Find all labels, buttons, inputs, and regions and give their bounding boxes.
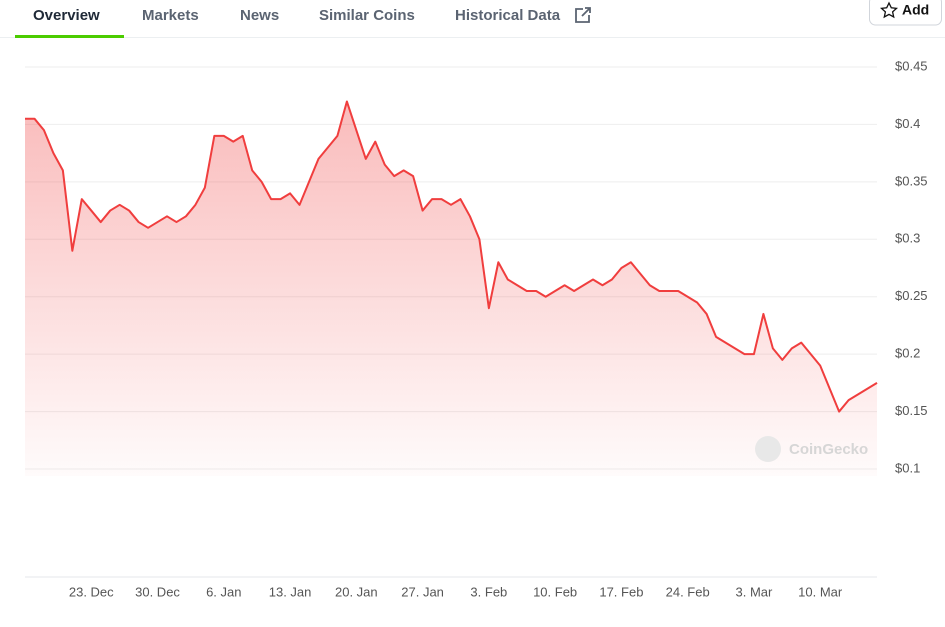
- watermark-logo: [755, 436, 781, 462]
- x-tick-label: 23. Dec: [69, 584, 114, 599]
- tab[interactable]: Historical Data: [455, 7, 561, 24]
- x-tick-label: 24. Feb: [666, 584, 710, 599]
- x-tick-label: 17. Feb: [599, 584, 643, 599]
- plot: $0.1 $0.15 $0.2 $0.25 $0.3 $0.35 $0.4 $0.45 23. …: [25, 58, 928, 599]
- x-tick-label: 6. Jan: [206, 584, 241, 599]
- x-tick-label: 13. Jan: [269, 584, 312, 599]
- x-tick-label: 20. Jan: [335, 584, 378, 599]
- watermark: CoinGecko: [789, 441, 868, 458]
- x-tick-label: 3. Mar: [736, 584, 774, 599]
- y-tick-label: $0.3: [895, 231, 920, 246]
- x-tick-label: 10. Mar: [798, 584, 843, 599]
- price-line: [25, 100, 878, 413]
- star-icon: [879, 1, 899, 19]
- y-tick-label: $0.2: [895, 346, 920, 361]
- external-link-icon: [575, 7, 591, 23]
- active-tab-indicator: [15, 35, 124, 38]
- tab[interactable]: Similar Coins: [319, 7, 415, 24]
- x-tick-label: 3. Feb: [470, 584, 507, 599]
- tab[interactable]: Overview: [33, 7, 100, 24]
- tab[interactable]: News: [240, 7, 279, 24]
- y-tick-label: $0.25: [895, 288, 928, 303]
- y-tick-label: $0.1: [895, 460, 920, 475]
- price-area: [25, 101, 877, 477]
- x-tick-label: 30. Dec: [135, 584, 180, 599]
- y-tick-label: $0.4: [895, 116, 920, 131]
- x-tick-label: 10. Feb: [533, 584, 577, 599]
- y-tick-label: $0.35: [895, 173, 928, 188]
- add-label: Add: [902, 2, 929, 18]
- y-tick-label: $0.15: [895, 403, 928, 418]
- tab[interactable]: Markets: [142, 7, 199, 24]
- y-tick-label: $0.45: [895, 58, 928, 73]
- x-tick-label: 27. Jan: [401, 584, 444, 599]
